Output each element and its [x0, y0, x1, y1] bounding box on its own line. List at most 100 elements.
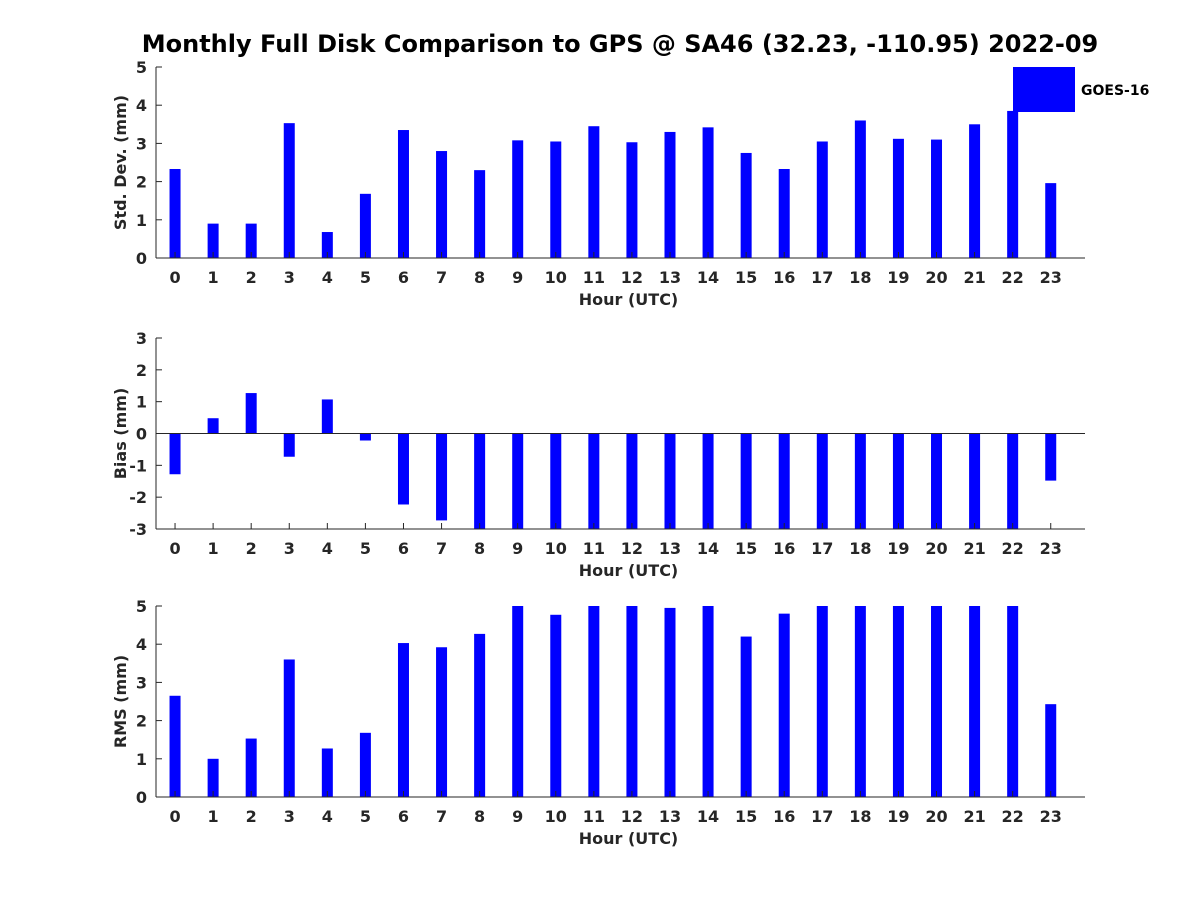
- x-tick-label: 7: [436, 807, 447, 826]
- bar-hour-19: [892, 138, 904, 258]
- x-tick-label: 11: [583, 807, 605, 826]
- x-tick-label: 22: [1002, 539, 1024, 558]
- x-tick-label: 12: [621, 539, 643, 558]
- bar-hour-11: [588, 433, 600, 529]
- bar-hour-12: [626, 606, 638, 797]
- x-tick-label: 17: [811, 807, 833, 826]
- x-tick-label: 18: [849, 539, 871, 558]
- bar-hour-7: [436, 433, 448, 521]
- x-axis-label: Hour (UTC): [579, 829, 679, 848]
- x-tick-label: 19: [887, 807, 909, 826]
- bar-hour-3: [283, 659, 295, 797]
- y-tick-label: 0: [136, 788, 147, 807]
- x-tick-label: 6: [398, 807, 409, 826]
- x-tick-label: 11: [583, 268, 605, 287]
- x-tick-label: 13: [659, 268, 681, 287]
- y-tick-label: 0: [136, 425, 147, 444]
- x-tick-label: 2: [246, 539, 257, 558]
- bar-hour-14: [702, 433, 714, 529]
- bar-hour-14: [702, 127, 714, 258]
- y-axis-label: Std. Dev. (mm): [111, 95, 130, 230]
- bar-hour-1: [207, 223, 219, 258]
- y-tick-label: 1: [136, 211, 147, 230]
- bar-hour-15: [740, 636, 752, 797]
- x-tick-label: 10: [545, 539, 567, 558]
- bar-hour-16: [778, 613, 790, 797]
- bar-hour-23: [1045, 433, 1057, 481]
- bar-hour-11: [588, 606, 600, 797]
- y-tick-label: 2: [136, 712, 147, 731]
- bar-hour-20: [931, 139, 943, 258]
- bar-hour-20: [931, 433, 943, 529]
- x-tick-label: 0: [169, 268, 180, 287]
- bar-hour-2: [245, 738, 257, 797]
- y-tick-label: 4: [136, 96, 147, 115]
- bar-hour-22: [1007, 606, 1019, 797]
- bar-hour-20: [931, 606, 943, 797]
- bar-hour-15: [740, 433, 752, 529]
- bar-hour-22: [1007, 110, 1019, 259]
- bar-hour-16: [778, 168, 790, 258]
- x-tick-label: 17: [811, 268, 833, 287]
- bar-hour-17: [816, 606, 828, 797]
- bar-hour-11: [588, 126, 600, 259]
- x-tick-label: 1: [208, 807, 219, 826]
- x-tick-label: 23: [1040, 807, 1062, 826]
- x-tick-label: 18: [849, 807, 871, 826]
- x-axis-label: Hour (UTC): [579, 290, 679, 309]
- x-tick-label: 2: [246, 268, 257, 287]
- x-tick-label: 4: [322, 539, 333, 558]
- bar-hour-0: [169, 168, 181, 258]
- bar-hour-1: [207, 418, 219, 434]
- x-tick-label: 3: [284, 268, 295, 287]
- x-tick-label: 16: [773, 539, 795, 558]
- bar-hour-8: [474, 170, 486, 258]
- bar-hour-8: [474, 633, 486, 797]
- x-tick-label: 10: [545, 807, 567, 826]
- bar-hour-6: [397, 643, 409, 797]
- x-tick-label: 5: [360, 268, 371, 287]
- x-tick-label: 9: [512, 807, 523, 826]
- x-tick-label: 1: [208, 539, 219, 558]
- x-tick-label: 23: [1040, 268, 1062, 287]
- bar-hour-14: [702, 606, 714, 797]
- x-tick-label: 15: [735, 539, 757, 558]
- bar-hour-9: [512, 433, 524, 529]
- bar-hour-7: [436, 647, 448, 797]
- legend-swatch: [1013, 67, 1075, 112]
- bar-hour-23: [1045, 704, 1057, 797]
- x-tick-label: 11: [583, 539, 605, 558]
- y-tick-label: 3: [136, 673, 147, 692]
- bar-hour-4: [321, 232, 333, 258]
- bar-hour-21: [969, 433, 981, 529]
- x-tick-label: 19: [887, 539, 909, 558]
- bar-hour-15: [740, 152, 752, 258]
- bar-hour-23: [1045, 183, 1057, 258]
- bar-hour-13: [664, 131, 676, 258]
- bar-hour-8: [474, 433, 486, 529]
- bar-hour-17: [816, 433, 828, 529]
- x-tick-label: 6: [398, 268, 409, 287]
- x-axis-label: Hour (UTC): [579, 561, 679, 580]
- x-tick-label: 3: [284, 807, 295, 826]
- bar-hour-9: [512, 140, 524, 258]
- x-tick-label: 18: [849, 268, 871, 287]
- x-tick-label: 19: [887, 268, 909, 287]
- y-axis-label: RMS (mm): [111, 655, 130, 748]
- x-tick-label: 23: [1040, 539, 1062, 558]
- x-tick-label: 7: [436, 268, 447, 287]
- x-tick-label: 2: [246, 807, 257, 826]
- x-tick-label: 8: [474, 807, 485, 826]
- y-tick-label: 5: [136, 597, 147, 616]
- x-tick-label: 22: [1002, 807, 1024, 826]
- bar-hour-18: [854, 606, 866, 797]
- x-tick-label: 14: [697, 807, 719, 826]
- bar-hour-19: [892, 606, 904, 797]
- y-tick-label: -1: [129, 456, 147, 475]
- x-tick-label: 13: [659, 807, 681, 826]
- bar-hour-12: [626, 142, 638, 258]
- x-tick-label: 4: [322, 807, 333, 826]
- x-tick-label: 20: [925, 268, 947, 287]
- x-tick-label: 21: [963, 539, 985, 558]
